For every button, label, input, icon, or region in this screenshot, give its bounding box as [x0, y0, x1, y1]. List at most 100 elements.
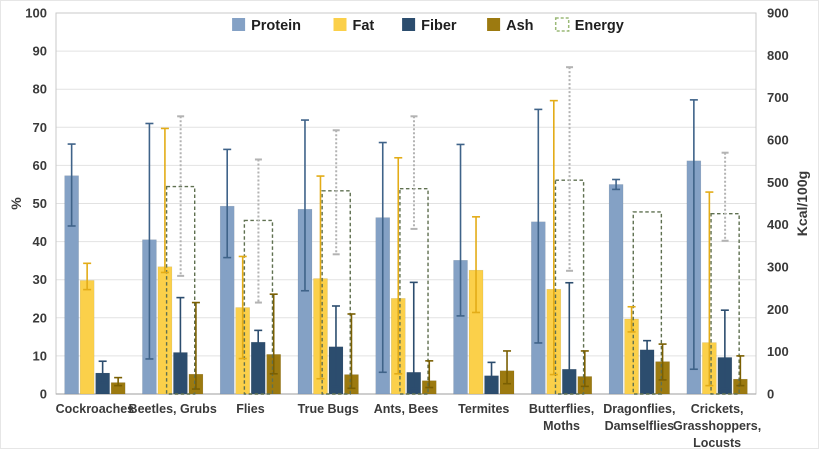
error-fiber-cockroaches [98, 360, 107, 384]
legend-swatch-fat-icon [333, 18, 347, 31]
error-fiber-dragonflies-damselflies [643, 339, 652, 360]
error-fat-termites [472, 216, 481, 314]
legend-item-energy: Energy [554, 17, 624, 34]
right-axis-tick-700: 700 [767, 90, 789, 105]
error-ash-butterflies-moths [580, 350, 589, 388]
error-fat-flies [238, 255, 247, 360]
category-label-beetles-grubs: Beetles, Grubs [129, 402, 217, 416]
error-protein-beetles-grubs [145, 122, 154, 360]
category-label-crickets-grasshoppers-locusts: Grasshoppers, [673, 419, 761, 433]
bar-group-beetles-grubs [142, 185, 204, 395]
legend-item-fiber: Fiber [402, 18, 457, 34]
left-axis-tick-90: 90 [33, 44, 47, 59]
error-protein-cockroaches [67, 143, 76, 227]
bar-group-flies [219, 205, 281, 395]
bar-group-termites [453, 260, 515, 395]
bar-group-ants-bees [375, 187, 437, 395]
error-fiber-flies [254, 329, 263, 356]
error-protein-dragonflies-damselflies [612, 178, 621, 191]
left-axis-tick-10: 10 [33, 348, 47, 363]
error-protein-butterflies-moths [534, 108, 543, 344]
legend-swatch-energy-icon [554, 17, 570, 32]
bar-energy-dragonflies-damselflies [632, 211, 663, 395]
right-axis-title: Kcal/100g [794, 171, 810, 236]
bar-fat-beetles-grubs [157, 266, 173, 395]
legend: Protein Fat Fiber Ash Energy [232, 17, 624, 34]
right-axis-tick-900: 900 [767, 6, 789, 21]
left-axis-title: % [8, 197, 24, 210]
bar-group-crickets-grasshoppers-locusts [686, 160, 748, 395]
bar-energy-beetles-grubs [165, 185, 196, 395]
category-label-crickets-grasshoppers-locusts: Locusts [693, 436, 741, 449]
error-ash-true-bugs [347, 313, 356, 390]
error-protein-ants-bees [378, 141, 387, 374]
error-fiber-butterflies-moths [565, 281, 574, 391]
left-axis-tick-100: 100 [25, 6, 47, 21]
error-ash-termites [503, 350, 512, 385]
error-fat-ants-bees [394, 156, 403, 375]
error-fiber-crickets-grasshoppers-locusts [720, 309, 729, 390]
error-energy-beetles-grubs [177, 115, 185, 277]
legend-label-energy: Energy [575, 18, 624, 34]
error-fat-beetles-grubs [160, 127, 169, 274]
error-ash-ants-bees [425, 360, 434, 389]
category-label-butterflies-moths: Moths [543, 419, 580, 433]
right-axis-tick-600: 600 [767, 133, 789, 148]
legend-swatch-protein-icon [232, 18, 246, 31]
error-energy-crickets-grasshoppers-locusts [721, 151, 729, 242]
error-energy-butterflies-moths [566, 66, 574, 272]
error-fiber-beetles-grubs [176, 296, 185, 391]
bar-group-dragonflies-damselflies [608, 184, 670, 395]
error-fiber-termites [487, 361, 496, 387]
left-axis-tick-50: 50 [33, 196, 47, 211]
bar-group-butterflies-moths [531, 179, 593, 395]
right-axis-tick-300: 300 [767, 260, 789, 275]
legend-swatch-ash-icon [487, 18, 501, 31]
category-label-cockroaches: Cockroaches [56, 402, 135, 416]
category-label-flies: Flies [236, 402, 265, 416]
category-label-termites: Termites [458, 402, 509, 416]
category-label-crickets-grasshoppers-locusts: Crickets, [691, 402, 744, 416]
error-protein-true-bugs [300, 119, 309, 292]
right-axis-tick-500: 500 [767, 175, 789, 190]
right-axis-tick-800: 800 [767, 48, 789, 63]
error-protein-termites [456, 143, 465, 317]
error-fat-crickets-grasshoppers-locusts [705, 191, 714, 387]
right-axis-tick-400: 400 [767, 217, 789, 232]
error-fat-butterflies-moths [549, 99, 558, 376]
left-axis-tick-30: 30 [33, 272, 47, 287]
error-protein-crickets-grasshoppers-locusts [689, 99, 698, 371]
legend-swatch-fiber-icon [402, 18, 416, 31]
error-ash-flies [269, 293, 278, 375]
right-axis-tick-0: 0 [767, 387, 774, 402]
error-ash-beetles-grubs [191, 301, 200, 390]
category-label-true-bugs: True Bugs [298, 402, 359, 416]
category-label-ants-bees: Ants, Bees [374, 402, 439, 416]
right-axis-tick-100: 100 [767, 344, 789, 359]
error-fiber-ants-bees [409, 281, 418, 390]
error-fat-cockroaches [83, 262, 92, 291]
error-ash-crickets-grasshoppers-locusts [736, 355, 745, 387]
left-axis-tick-40: 40 [33, 234, 47, 249]
legend-item-ash: Ash [487, 18, 534, 34]
bar-group-true-bugs [297, 190, 359, 395]
legend-label-fat: Fat [353, 18, 375, 34]
error-protein-flies [223, 148, 232, 259]
error-ash-dragonflies-damselflies [658, 343, 667, 381]
bar-group-cockroaches [64, 175, 126, 395]
left-axis-tick-0: 0 [40, 387, 47, 402]
left-axis-tick-70: 70 [33, 120, 47, 135]
error-energy-true-bugs [332, 129, 340, 256]
category-label-dragonflies-damselflies: Dragonflies, [603, 402, 675, 416]
left-axis-tick-80: 80 [33, 82, 47, 97]
error-ash-cockroaches [114, 376, 123, 387]
category-label-dragonflies-damselflies: Damselflies [605, 419, 675, 433]
right-axis-tick-200: 200 [767, 302, 789, 317]
legend-label-ash: Ash [506, 18, 533, 34]
left-axis-tick-20: 20 [33, 310, 47, 325]
bar-fat-cockroaches [79, 280, 95, 395]
legend-item-fat: Fat [333, 18, 375, 34]
error-fat-true-bugs [316, 175, 325, 380]
